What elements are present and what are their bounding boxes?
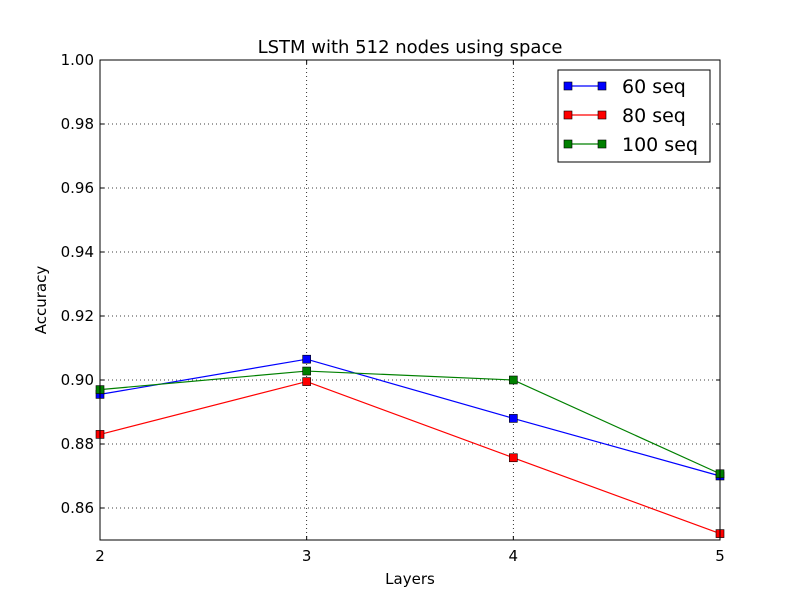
data-point-80-seq: [509, 453, 518, 463]
legend-marker-60-seq: [597, 81, 607, 91]
ticks: 2 3 4 5 0.86 0.88 0.90 0.92 0.94 0.96 0.98 1.00: [61, 51, 725, 565]
plot-frame: [99, 59, 721, 541]
legend-marker-60-seq: [563, 81, 573, 91]
y-tick-label: 0.90: [61, 371, 94, 389]
y-tick-label: 1.00: [61, 51, 94, 69]
data-point-80-seq: [302, 377, 311, 386]
legend: 60 seq 80 seq 100 seq: [557, 69, 711, 163]
x-tick-label: 5: [715, 547, 725, 565]
x-tick-label: 2: [95, 547, 105, 565]
x-axis-label: Layers: [385, 570, 435, 588]
legend-marker-80-seq: [563, 110, 573, 120]
series-line-60-seq: [99, 358, 721, 477]
y-tick-label: 0.88: [61, 435, 94, 453]
legend-marker-80-seq: [597, 110, 607, 120]
legend-marker-100-seq: [597, 139, 607, 149]
data-point-60-seq: [302, 354, 311, 364]
x-tick-label: 4: [509, 547, 519, 565]
y-tick-label: 0.86: [61, 499, 94, 517]
y-axis-label: Accuracy: [32, 266, 50, 335]
y-tick-label: 0.92: [61, 307, 94, 325]
legend-label-80-seq: 80 seq: [622, 105, 686, 127]
legend-box: [557, 69, 711, 163]
legend-label-60-seq: 60 seq: [622, 76, 686, 98]
series-line-100-seq: [99, 370, 721, 475]
y-tick-label: 0.94: [61, 243, 94, 261]
chart-title: LSTM with 512 nodes using space: [258, 37, 563, 58]
y-tick-label: 0.98: [61, 115, 94, 133]
x-tick-label: 3: [302, 547, 312, 565]
legend-marker-100-seq: [563, 139, 573, 149]
series-line-80-seq: [99, 380, 721, 535]
legend-label-100-seq: 100 seq: [622, 134, 698, 156]
data-point-100-seq: [302, 366, 311, 376]
series-layer: [95, 354, 725, 538]
data-point-60-seq: [509, 414, 518, 423]
data-point-100-seq: [509, 375, 518, 385]
y-tick-label: 0.96: [61, 179, 94, 197]
